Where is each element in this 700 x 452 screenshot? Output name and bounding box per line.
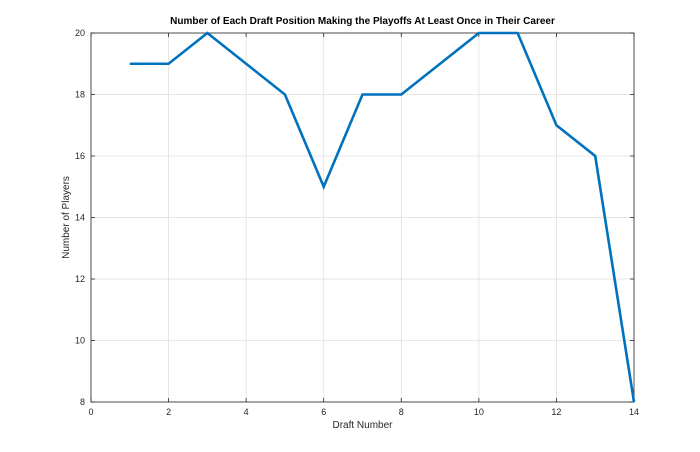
grid [90,32,635,403]
x-axis-label: Draft Number [332,420,393,431]
x-tick-label: 14 [629,407,639,417]
series-line [129,31,636,403]
x-tick-label: 8 [399,407,404,417]
y-tick-label: 8 [80,397,85,407]
y-tick-label: 12 [75,274,85,284]
x-tick-label: 0 [88,407,93,417]
y-tick-label: 16 [75,151,85,161]
x-tick-label: 10 [474,407,484,417]
y-axis-label: Number of Players [61,176,72,259]
y-axis-tick-labels: 8 10 12 14 16 18 20 [75,28,85,407]
y-tick-label: 10 [75,336,85,346]
x-tick-label: 12 [551,407,561,417]
x-tick-label: 6 [321,407,326,417]
y-tick-label: 14 [75,213,85,223]
x-axis-tick-labels: 0 2 4 6 8 10 12 14 [88,407,639,417]
y-tick-label: 18 [75,90,85,100]
y-tick-label: 20 [75,28,85,38]
x-tick-label: 2 [166,407,171,417]
x-tick-label: 4 [244,407,249,417]
chart-title: Number of Each Draft Position Making the… [170,16,555,27]
series-layer [129,31,636,403]
